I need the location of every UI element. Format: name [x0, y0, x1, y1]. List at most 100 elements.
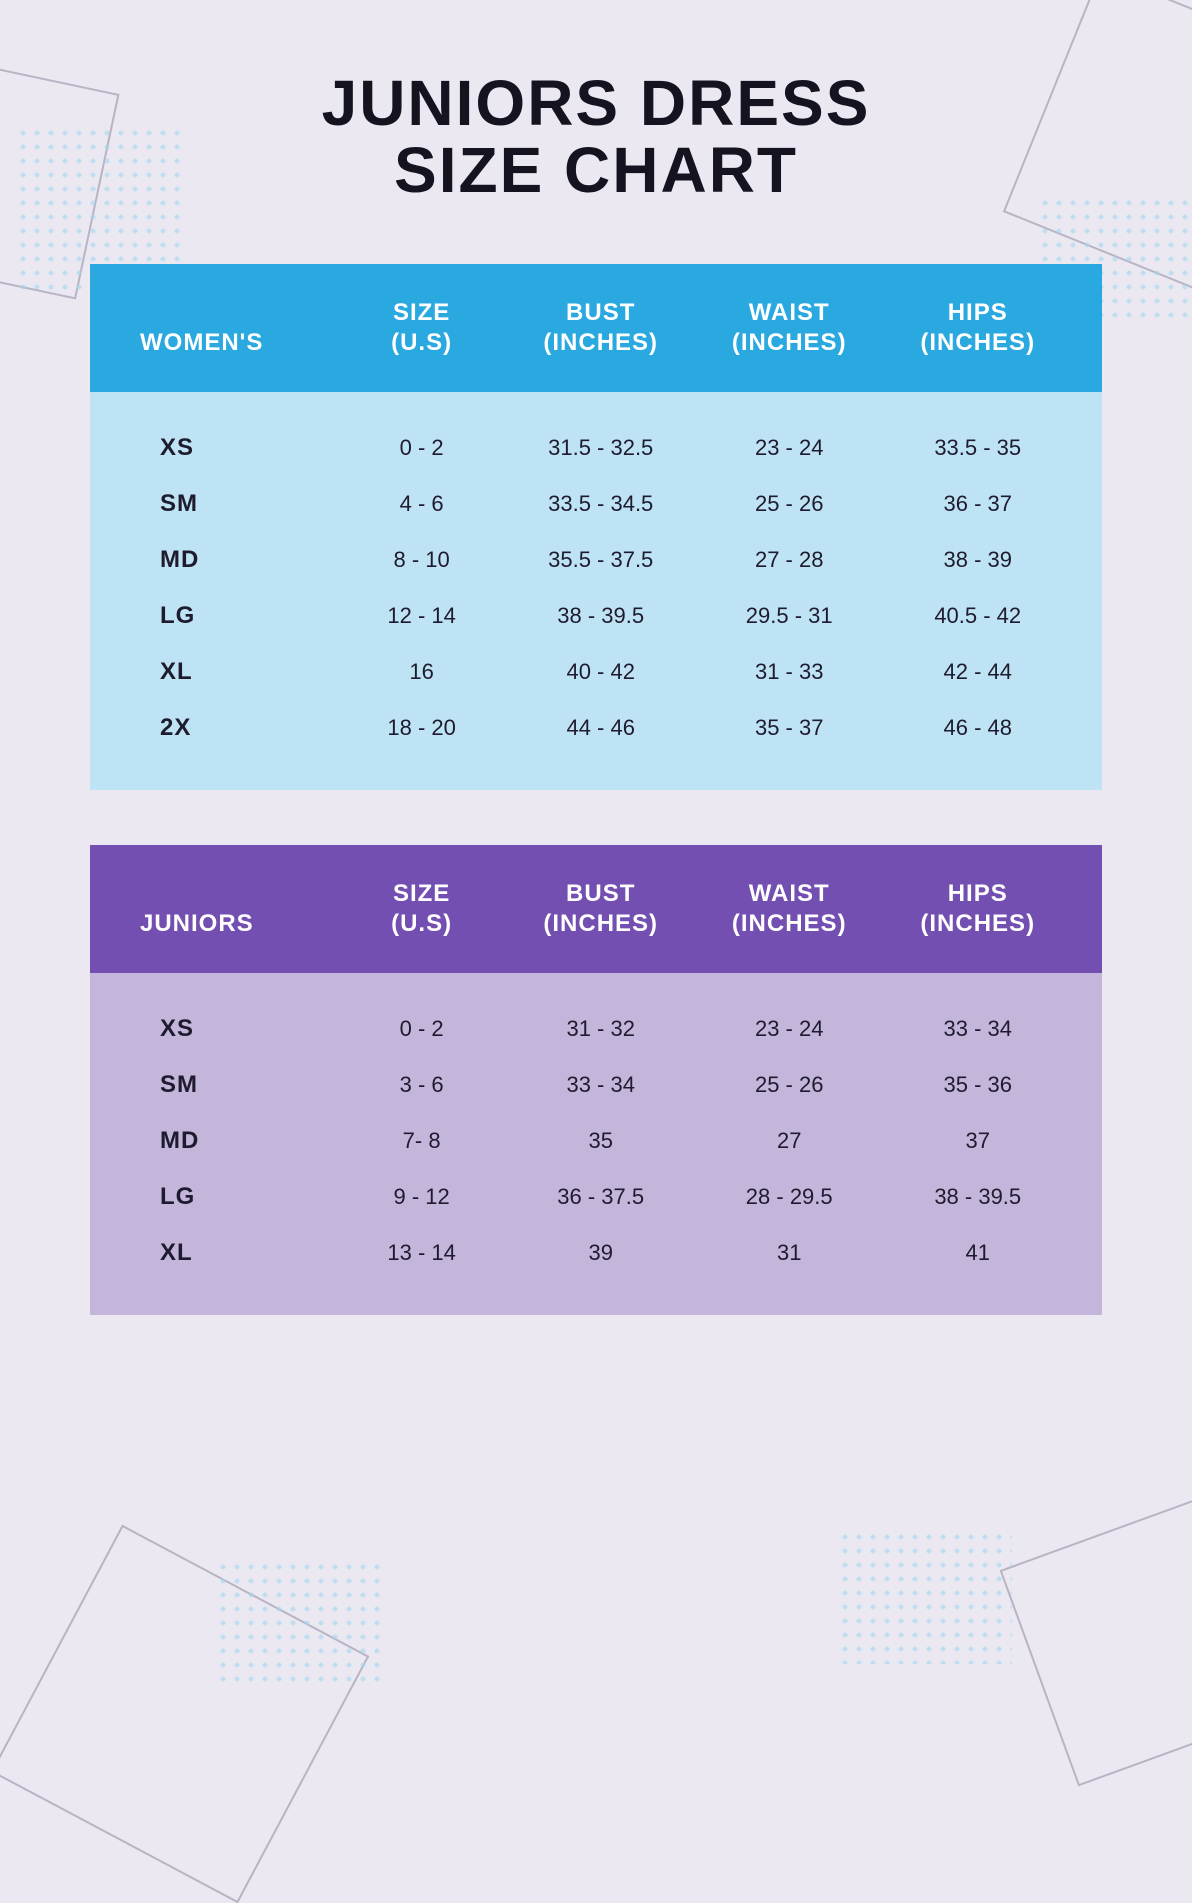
table-row: XL1640 - 4231 - 3342 - 44: [120, 644, 1072, 700]
us-value: 16: [337, 659, 507, 685]
hips-value: 36 - 37: [883, 491, 1072, 517]
juniors-chart-header: JUNIORS SIZE (U.S) BUST (INCHES) WAIST (…: [90, 845, 1102, 973]
col-line2: (INCHES): [506, 909, 695, 939]
size-label: XS: [120, 434, 337, 462]
waist-value: 27 - 28: [695, 547, 884, 573]
us-value: 4 - 6: [337, 491, 507, 517]
size-label: LG: [120, 602, 337, 630]
womens-col-size: SIZE (U.S): [337, 298, 507, 358]
deco-square-bottom-right: [1000, 1492, 1192, 1787]
deco-dots-bottom-left: [220, 1564, 380, 1684]
col-line1: WAIST: [749, 299, 830, 326]
waist-value: 31 - 33: [695, 659, 884, 685]
deco-dots-bottom-right: [842, 1534, 1012, 1664]
juniors-col-size: SIZE (U.S): [337, 879, 507, 939]
us-value: 13 - 14: [337, 1240, 507, 1266]
size-label: SM: [120, 1071, 337, 1099]
womens-label: WOMEN'S: [120, 328, 337, 358]
juniors-chart-body: XS0 - 231 - 3223 - 2433 - 34SM3 - 633 - …: [90, 973, 1102, 1315]
juniors-label: JUNIORS: [120, 909, 337, 939]
hips-value: 37: [883, 1128, 1072, 1154]
size-label: XS: [120, 1015, 337, 1043]
table-row: SM3 - 633 - 3425 - 2635 - 36: [120, 1057, 1072, 1113]
table-row: XS0 - 231 - 3223 - 2433 - 34: [120, 1001, 1072, 1057]
hips-value: 33.5 - 35: [883, 435, 1072, 461]
waist-value: 35 - 37: [695, 715, 884, 741]
size-label: LG: [120, 1183, 337, 1211]
hips-value: 41: [883, 1240, 1072, 1266]
bust-value: 31 - 32: [506, 1016, 695, 1042]
waist-value: 31: [695, 1240, 884, 1266]
bust-value: 35: [506, 1128, 695, 1154]
womens-col-hips: HIPS (INCHES): [883, 298, 1072, 358]
bust-value: 39: [506, 1240, 695, 1266]
womens-chart-body: XS0 - 231.5 - 32.523 - 2433.5 - 35SM4 - …: [90, 392, 1102, 790]
col-line2: (INCHES): [695, 909, 884, 939]
col-line1: WAIST: [749, 880, 830, 907]
page-title: JUNIORS DRESS SIZE CHART: [90, 70, 1102, 204]
col-line1: BUST: [566, 880, 635, 907]
col-line2: (U.S): [337, 328, 507, 358]
womens-col-bust: BUST (INCHES): [506, 298, 695, 358]
us-value: 0 - 2: [337, 1016, 507, 1042]
womens-chart: WOMEN'S SIZE (U.S) BUST (INCHES) WAIST (…: [90, 264, 1102, 790]
col-line1: SIZE: [393, 299, 450, 326]
col-line2: (INCHES): [883, 328, 1072, 358]
size-label: SM: [120, 490, 337, 518]
us-value: 18 - 20: [337, 715, 507, 741]
table-row: LG12 - 1438 - 39.529.5 - 3140.5 - 42: [120, 588, 1072, 644]
bust-value: 33.5 - 34.5: [506, 491, 695, 517]
us-value: 9 - 12: [337, 1184, 507, 1210]
us-value: 8 - 10: [337, 547, 507, 573]
table-row: SM4 - 633.5 - 34.525 - 2636 - 37: [120, 476, 1072, 532]
col-line1: BUST: [566, 299, 635, 326]
us-value: 12 - 14: [337, 603, 507, 629]
table-row: MD7- 8352737: [120, 1113, 1072, 1169]
page: JUNIORS DRESS SIZE CHART WOMEN'S SIZE (U…: [0, 0, 1192, 1450]
waist-value: 28 - 29.5: [695, 1184, 884, 1210]
bust-value: 33 - 34: [506, 1072, 695, 1098]
bust-value: 35.5 - 37.5: [506, 547, 695, 573]
title-line-2: SIZE CHART: [90, 137, 1102, 204]
col-line2: (U.S): [337, 909, 507, 939]
bust-value: 40 - 42: [506, 659, 695, 685]
waist-value: 23 - 24: [695, 1016, 884, 1042]
bust-value: 44 - 46: [506, 715, 695, 741]
waist-value: 25 - 26: [695, 491, 884, 517]
womens-chart-header: WOMEN'S SIZE (U.S) BUST (INCHES) WAIST (…: [90, 264, 1102, 392]
col-line1: SIZE: [393, 880, 450, 907]
size-label: XL: [120, 658, 337, 686]
waist-value: 23 - 24: [695, 435, 884, 461]
col-line2: (INCHES): [506, 328, 695, 358]
hips-value: 38 - 39.5: [883, 1184, 1072, 1210]
womens-col-waist: WAIST (INCHES): [695, 298, 884, 358]
bust-value: 38 - 39.5: [506, 603, 695, 629]
hips-value: 33 - 34: [883, 1016, 1072, 1042]
col-line1: HIPS: [948, 299, 1008, 326]
juniors-col-hips: HIPS (INCHES): [883, 879, 1072, 939]
title-line-1: JUNIORS DRESS: [90, 70, 1102, 137]
table-row: XL13 - 14393141: [120, 1225, 1072, 1281]
size-label: XL: [120, 1239, 337, 1267]
col-line2: (INCHES): [883, 909, 1072, 939]
us-value: 7- 8: [337, 1128, 507, 1154]
waist-value: 29.5 - 31: [695, 603, 884, 629]
col-line1: HIPS: [948, 880, 1008, 907]
table-row: 2X18 - 2044 - 4635 - 3746 - 48: [120, 700, 1072, 756]
waist-value: 27: [695, 1128, 884, 1154]
juniors-col-bust: BUST (INCHES): [506, 879, 695, 939]
table-row: XS0 - 231.5 - 32.523 - 2433.5 - 35: [120, 420, 1072, 476]
hips-value: 35 - 36: [883, 1072, 1072, 1098]
size-label: MD: [120, 546, 337, 574]
us-value: 3 - 6: [337, 1072, 507, 1098]
table-row: MD8 - 1035.5 - 37.527 - 2838 - 39: [120, 532, 1072, 588]
size-label: MD: [120, 1127, 337, 1155]
juniors-col-waist: WAIST (INCHES): [695, 879, 884, 939]
table-row: LG9 - 1236 - 37.528 - 29.538 - 39.5: [120, 1169, 1072, 1225]
juniors-chart: JUNIORS SIZE (U.S) BUST (INCHES) WAIST (…: [90, 845, 1102, 1315]
bust-value: 31.5 - 32.5: [506, 435, 695, 461]
hips-value: 40.5 - 42: [883, 603, 1072, 629]
hips-value: 38 - 39: [883, 547, 1072, 573]
hips-value: 46 - 48: [883, 715, 1072, 741]
us-value: 0 - 2: [337, 435, 507, 461]
